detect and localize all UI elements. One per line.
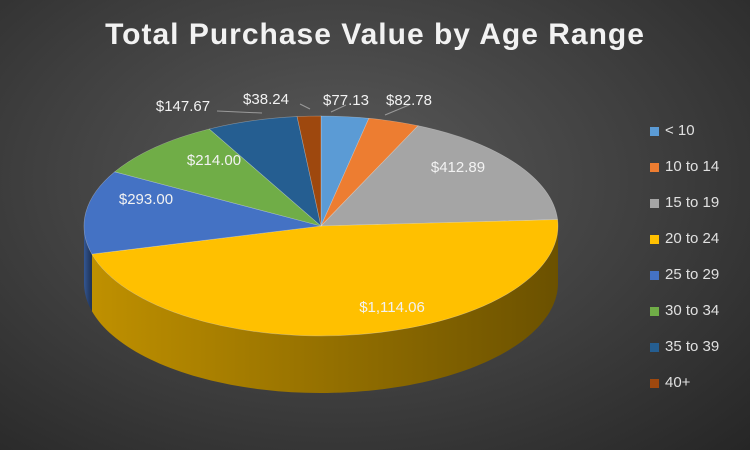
legend-label: 40+ [665,374,691,391]
legend-label: 15 to 19 [665,194,720,211]
legend-item: 35 to 39 [650,338,719,374]
legend-swatch [650,163,659,172]
data-label-6: $147.67 [156,98,210,115]
chart-title: Total Purchase Value by Age Range [105,18,645,51]
legend: < 10 10 to 14 15 to 19 20 to 24 25 to 29 30 t… [650,122,719,410]
legend-item: < 10 [650,122,719,158]
legend-label: 10 to 14 [665,158,720,175]
data-label-0: $77.13 [323,92,369,109]
legend-swatch [650,379,659,388]
pie-slice-1 [320,117,419,227]
slice-side-4 [84,226,92,312]
legend-item: 20 to 24 [650,230,719,266]
pie-slice-5 [114,128,322,227]
legend-swatch [650,343,659,352]
leader-line-6 [216,110,263,114]
pie-slice-4 [83,171,322,255]
legend-swatch [650,199,659,208]
data-label-2: $412.89 [431,159,485,176]
legend-item: 15 to 19 [650,194,719,230]
leader-line-1 [384,104,410,116]
legend-swatch [650,235,659,244]
leader-line-0 [330,104,347,113]
legend-label: 25 to 29 [665,266,720,283]
legend-item: 40+ [650,374,719,410]
legend-swatch [650,307,659,316]
legend-item: 10 to 14 [650,158,719,194]
legend-label: 30 to 34 [665,302,720,319]
legend-item: 30 to 34 [650,302,719,338]
data-label-5: $214.00 [187,152,241,169]
data-label-1: $82.78 [386,92,432,109]
data-label-3: $1,114.06 [359,299,425,316]
legend-label: 20 to 24 [665,230,720,247]
pie-slice-0 [320,115,370,227]
data-label-7: $38.24 [243,91,289,108]
data-label-4: $293.00 [119,191,173,208]
legend-label: < 10 [665,122,695,139]
pie-slice-7 [296,115,322,227]
legend-swatch [650,127,659,136]
pie-slice-3 [91,219,559,337]
legend-label: 35 to 39 [665,338,720,355]
leader-line-7 [299,103,311,110]
pie-slice-6 [208,116,322,227]
legend-swatch [650,271,659,280]
legend-item: 25 to 29 [650,266,719,302]
slice-side-3 [91,226,559,393]
pie-slice-2 [320,125,558,227]
